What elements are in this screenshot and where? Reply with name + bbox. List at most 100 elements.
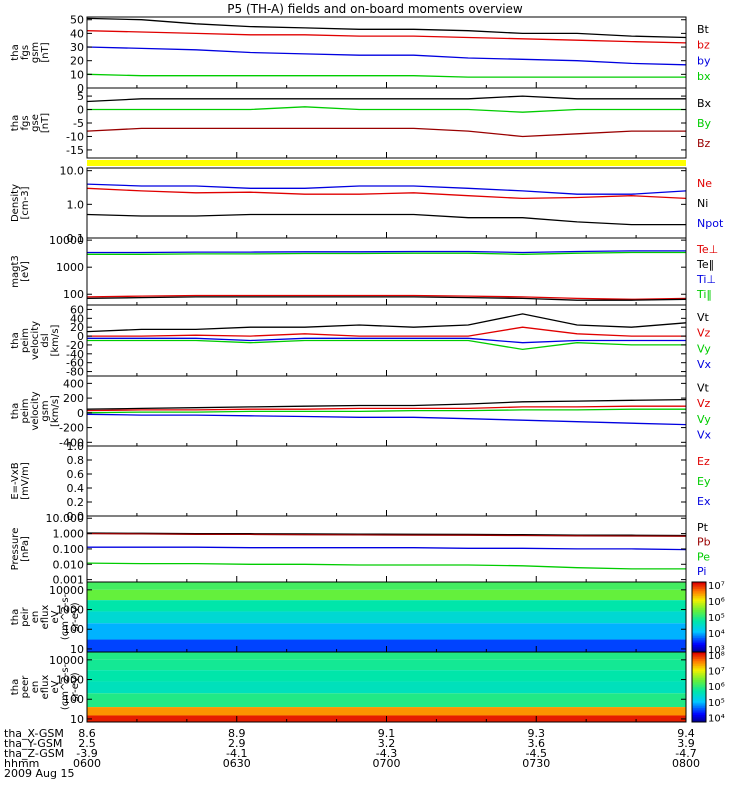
y-axis-label: thafgsgse[nT] [10,113,51,133]
ytick-label: 1000 [56,674,84,687]
ephemeris-value: 2.5 [78,737,96,750]
ephemeris-value: 0600 [73,757,101,770]
legend-label: Bx [697,97,712,110]
ytick-label: 200 [63,392,84,405]
colorbar-segment [692,673,706,676]
legend-label: Ti⊥ [696,273,716,286]
ephemeris-value: 3.6 [528,737,546,750]
y-axis-label-line: tha [10,609,21,625]
y-axis-label-line: [nT] [40,113,51,133]
ytick-label: -40 [66,348,84,361]
spectrogram-band [87,707,686,716]
series-line-bz [86,127,686,138]
series-line-te⊥ [86,294,687,300]
legend-label: Ey [697,475,711,488]
legend-label: Pb [697,536,711,549]
y-axis-label-line: eflux [40,605,51,630]
y-axis-label-line: peer [20,675,31,699]
y-axis-label-line: magt3 [10,255,21,288]
y-axis-label: thapeerenefluxeV(cm^2-s-sr-eV) [10,663,81,710]
y-axis-label: thafgsgsm[nT] [10,42,51,63]
colorbar-segment [692,645,706,648]
colorbar-segment [692,688,706,691]
ephemeris-value: 9.3 [528,727,546,740]
series-line-vt [86,398,687,410]
ephemeris-value: 0630 [223,757,251,770]
colorbar-segment [692,666,706,669]
series-line-vt [86,313,687,333]
series-line-ti⊥ [87,250,686,254]
ytick-label: 10 [70,68,84,81]
series-line-pb [86,532,687,537]
colorbar-segment [692,697,706,700]
colorbar-segment [692,706,706,709]
series-line-bt [86,17,687,39]
ytick-label: 0.001 [53,574,85,587]
colorbar-segment [692,653,706,656]
colorbar-segment [692,709,706,712]
colorbar-segment [692,716,706,719]
colorbar-segment [692,694,706,697]
colorbar-segment [692,650,706,653]
spectrogram-band [87,670,686,682]
colorbar-segment [692,715,706,718]
series-line-pe [86,562,686,570]
ephemeris-value: -4.7 [675,747,696,760]
ytick-label: -200 [59,422,84,435]
colorbar-segment [692,608,706,611]
series-line-bx [86,73,686,78]
ytick-label: 1.000 [53,528,85,541]
colorbar-segment [692,589,706,592]
y-axis-label-line: [km/s] [50,324,61,356]
legend-label: Vz [697,397,711,410]
colorbar-segment [692,590,706,593]
row-label-y: tha_Y-GSM [4,737,63,750]
ephemeris-value: 8.9 [228,727,246,740]
ytick-label: 0.1 [67,232,85,245]
ytick-label: 400 [63,377,84,390]
y-axis-label-line: eV [50,680,61,693]
ytick-label: 100 [63,623,84,636]
ytick-label: 20 [70,55,84,68]
ephemeris-value: -3.9 [76,747,97,760]
ytick-label: 1.0 [67,440,85,453]
ytick-label: 30 [70,41,84,54]
ytick-label: -15 [66,144,84,157]
colorbar-segment [692,641,706,644]
ytick-label: 0.010 [53,558,85,571]
ytick-label: -60 [66,357,84,370]
colorbar-segment [692,634,706,637]
ytick-label: 0.100 [53,543,85,556]
colorbar-segment [692,583,706,586]
series-line-pt [86,532,687,537]
legend-label: Vz [697,327,711,340]
legend-label: bz [697,39,710,52]
colorbar-label: 10⁷ [708,667,725,678]
ephemeris-value: 0800 [672,757,700,770]
y-axis-label: Pressure[nPa] [10,528,31,571]
series-line-te‖ [86,296,687,301]
series-line-ne [86,187,687,200]
colorbar-segment [692,687,706,690]
y-axis-label-line: (cm^2-s- [60,663,71,710]
series-line-npot [86,183,687,195]
y-axis-label-line: E=-VxB [10,462,21,499]
ytick-label: -400 [59,436,84,449]
colorbar-segment [692,603,706,606]
colorbar-segment [692,708,706,711]
y-axis-label-line: velocity [30,391,41,430]
colorbar-segment [692,606,706,609]
colorbar-label: 10⁴ [708,713,725,724]
y-axis-label-line: tha [10,679,21,695]
colorbar-segment [692,655,706,658]
y-axis-label-line: gsm [30,42,41,63]
colorbar-segment [692,680,706,683]
colorbar-label: 10⁵ [708,613,725,624]
series-line-vz [87,326,686,337]
colorbar-segment [692,685,706,688]
legend-label: Pt [697,521,709,534]
colorbar-segment [692,667,706,670]
chart-title: P5 (TH-A) fields and on-board moments ov… [227,2,523,16]
colorbar-segment [692,599,706,602]
y-axis-label-line: [cm-3] [20,186,31,219]
